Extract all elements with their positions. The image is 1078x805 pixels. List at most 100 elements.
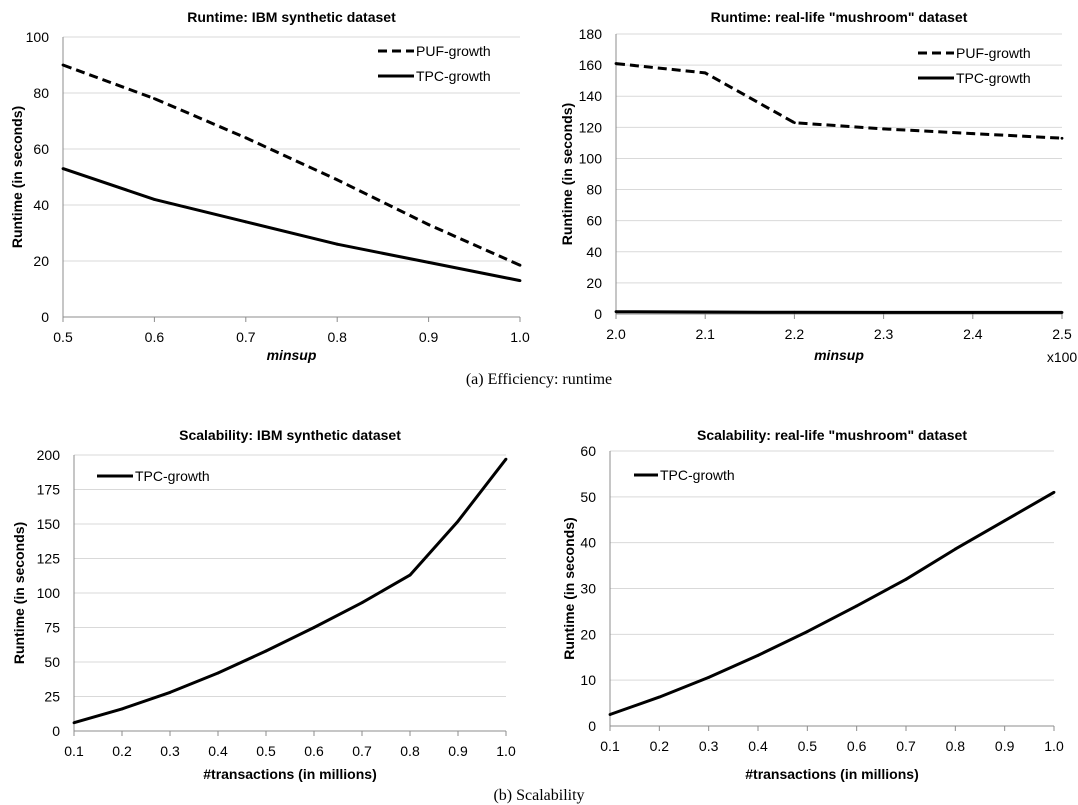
- x-tick-label: 2.4: [963, 326, 983, 342]
- series-line-tpc-growth: [73, 458, 508, 725]
- y-tick-label: 40: [33, 197, 49, 213]
- data-point: [61, 63, 65, 67]
- x-tick-label: 0.6: [304, 743, 324, 759]
- x-tick-label: 2.3: [874, 326, 894, 342]
- y-tick-label: 20: [586, 275, 602, 291]
- y-tick-label: 30: [580, 581, 596, 597]
- series-line-tpc-growth: [609, 491, 1055, 716]
- chart-scalability-ibm: Scalability: IBM synthetic dataset 0 25 50 7…: [11, 427, 516, 782]
- x-tick-label: 0.9: [995, 738, 1015, 754]
- y-tick-label: 25: [44, 689, 60, 705]
- y-tick-label: 0: [588, 718, 596, 734]
- x-tick-label: 2.1: [695, 326, 715, 342]
- legend-label: TPC-growth: [135, 468, 210, 484]
- data-point: [120, 707, 124, 711]
- x-axis-label: minsup: [814, 347, 864, 363]
- data-point: [427, 261, 430, 264]
- y-tick-label: 40: [580, 535, 596, 551]
- y-tick-label: 125: [37, 551, 61, 567]
- data-point: [360, 601, 364, 605]
- chart-runtime-mushroom: Runtime: real-life "mushroom" dataset 0 20…: [559, 9, 1077, 365]
- x-tick-label: 0.1: [64, 743, 84, 759]
- series-line-puf-growth: [615, 62, 1063, 140]
- x-tick-label: 0.3: [160, 743, 180, 759]
- data-point: [1060, 311, 1064, 314]
- data-point: [971, 132, 975, 135]
- y-axis-label: Runtime (in seconds): [559, 103, 575, 245]
- x-tick-label: 0.6: [847, 738, 867, 754]
- y-tick-label: 60: [586, 213, 602, 229]
- data-point: [703, 310, 707, 314]
- y-tick-label: 20: [580, 626, 596, 642]
- data-point: [657, 695, 661, 699]
- data-point: [335, 242, 339, 246]
- data-point: [882, 127, 885, 131]
- y-tick-label: 200: [37, 447, 61, 463]
- data-point: [244, 220, 248, 224]
- series-line-puf-growth: [62, 63, 521, 267]
- y-tick-label: 10: [580, 672, 596, 688]
- data-point: [882, 311, 885, 314]
- y-axis-label: Runtime (in seconds): [11, 522, 27, 664]
- y-tick-label: 175: [37, 482, 61, 498]
- data-point: [518, 279, 522, 282]
- y-tick-label: 0: [41, 309, 49, 325]
- data-point: [1060, 136, 1064, 140]
- x-tick-label: 2.2: [785, 326, 805, 342]
- x-tick-label: 0.5: [256, 743, 276, 759]
- x-tick-label: 1.0: [510, 329, 530, 345]
- x-tick-label: 0.6: [145, 329, 165, 345]
- x-tick-label: 0.2: [650, 738, 670, 754]
- data-point: [756, 654, 760, 657]
- data-point: [153, 97, 156, 100]
- data-point: [153, 198, 156, 201]
- x-tick-label: 0.8: [946, 738, 966, 754]
- y-tick-label: 140: [579, 88, 603, 104]
- y-tick-label: 120: [579, 119, 603, 135]
- data-point: [904, 577, 908, 581]
- data-point: [61, 167, 65, 171]
- data-point: [793, 310, 796, 314]
- data-point: [1003, 519, 1007, 523]
- y-tick-label: 100: [37, 585, 61, 601]
- data-point: [614, 62, 618, 65]
- data-point: [312, 626, 316, 629]
- data-point: [703, 71, 707, 75]
- series-line-tpc-growth: [615, 310, 1062, 314]
- chart-scalability-mushroom: Scalability: real-life "mushroom" datase…: [561, 427, 1064, 782]
- y-axis-label: Runtime (in seconds): [561, 517, 577, 659]
- data-point: [518, 263, 522, 267]
- y-tick-label: 0: [52, 723, 60, 739]
- chart-title: Runtime: real-life "mushroom" dataset: [711, 9, 968, 25]
- legend-label: TPC-growth: [956, 70, 1031, 86]
- x-tick-label: 0.7: [896, 738, 916, 754]
- series-line-tpc-growth: [62, 167, 521, 283]
- x-tick-label: 2.5: [1052, 326, 1072, 342]
- y-tick-label: 20: [33, 253, 49, 269]
- y-tick-label: 180: [579, 26, 603, 42]
- y-tick-label: 0: [594, 306, 602, 322]
- x-tick-label: 0.5: [53, 329, 73, 345]
- data-point: [707, 676, 711, 679]
- chart-title: Runtime: IBM synthetic dataset: [187, 9, 396, 25]
- x-tick-label: 1.0: [496, 743, 516, 759]
- data-point: [805, 630, 809, 633]
- y-tick-label: 100: [579, 150, 603, 166]
- x-tick-label: 0.3: [699, 738, 719, 754]
- legend-label: PUF-growth: [416, 43, 491, 59]
- x-tick-label: 0.8: [327, 329, 347, 345]
- x-axis-label: minsup: [267, 347, 317, 363]
- data-point: [427, 223, 430, 227]
- x-tick-label: 0.8: [400, 743, 420, 759]
- legend-label: PUF-growth: [956, 45, 1031, 61]
- x-tick-label: 0.2: [112, 743, 132, 759]
- legend-label: TPC-growth: [660, 467, 735, 483]
- y-tick-label: 80: [586, 182, 602, 198]
- caption-efficiency: (a) Efficiency: runtime: [466, 371, 612, 388]
- y-tick-label: 150: [37, 516, 61, 532]
- legend-label: TPC-growth: [416, 68, 491, 84]
- caption-scalability: (b) Scalability: [493, 787, 584, 804]
- data-point: [335, 178, 339, 182]
- x-tick-label: 2.0: [606, 326, 626, 342]
